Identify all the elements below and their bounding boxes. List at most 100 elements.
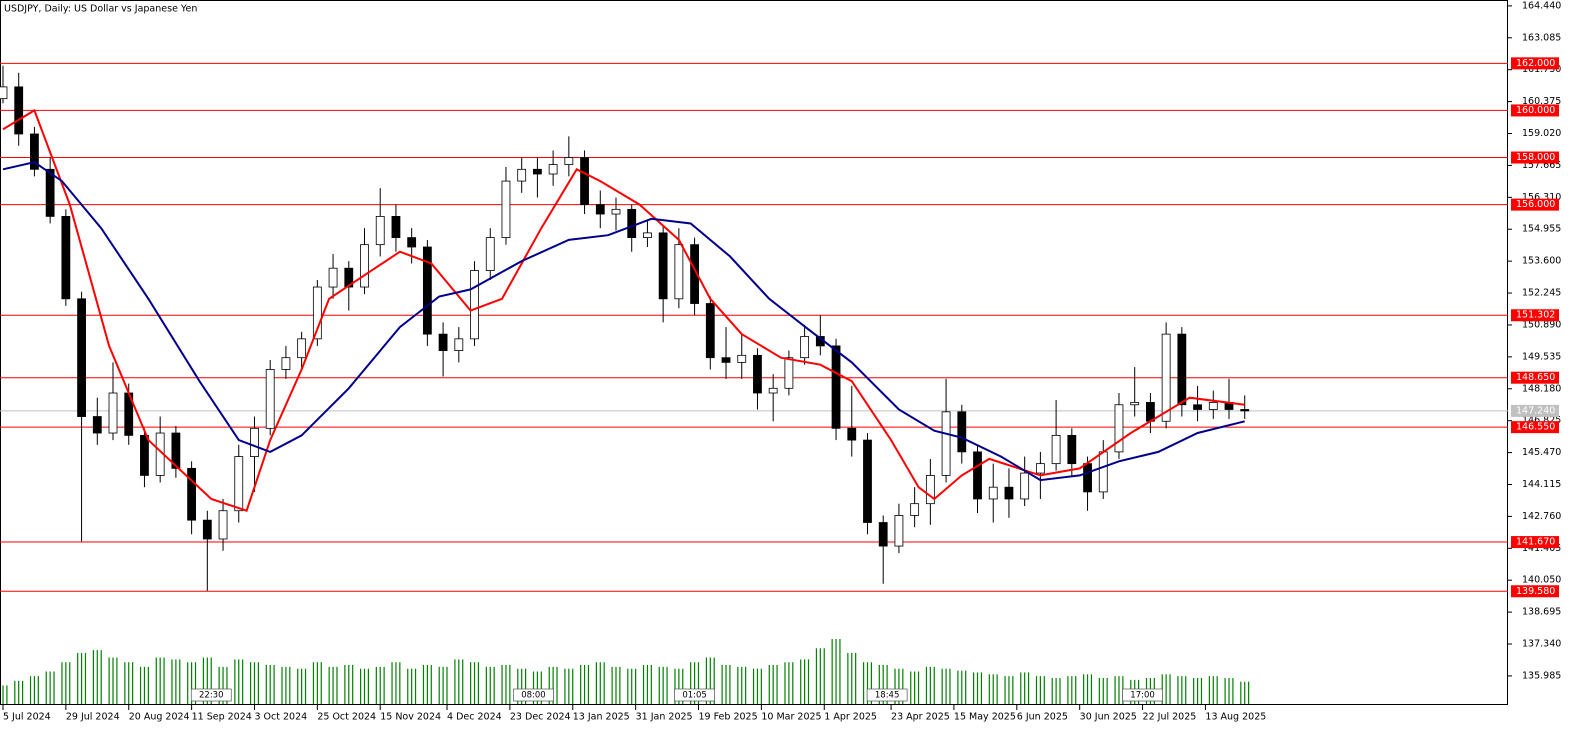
candle-body [108, 392, 118, 434]
x-tick-label: 10 Mar 2025 [761, 712, 821, 723]
candle-body [595, 204, 605, 215]
candle-body [391, 215, 401, 238]
candle-body [470, 270, 479, 340]
candle-body [1067, 434, 1077, 465]
session-mark-box [674, 688, 715, 702]
candle-body [517, 168, 527, 182]
candle-body [61, 215, 71, 300]
candle-body [297, 338, 307, 359]
candle-body [674, 244, 684, 300]
session-mark-box [513, 688, 554, 702]
x-tick-label: 30 Jun 2025 [1080, 712, 1137, 723]
session-mark: 01:05 [682, 691, 707, 701]
session-mark-box [866, 688, 908, 702]
candle-body [1114, 404, 1124, 453]
candle-body [1193, 404, 1202, 410]
x-tick-label: 31 Jan 2025 [636, 712, 693, 723]
candle-body [548, 164, 558, 175]
x-tick-label: 23 Dec 2024 [510, 712, 571, 723]
candle-body [1098, 451, 1108, 493]
candle-body [218, 510, 228, 540]
candle-body [375, 215, 385, 246]
session-mark: 18:45 [875, 691, 900, 701]
candle-body [1035, 463, 1045, 474]
level-label-box [1511, 198, 1559, 211]
candle-body [281, 357, 291, 370]
candle-body [878, 522, 888, 547]
candle-body [454, 338, 464, 352]
session-mark-box [1122, 688, 1163, 702]
candle-body [658, 232, 668, 300]
candle-body [1083, 463, 1092, 493]
session-mark-box [190, 688, 232, 702]
y-tick-label: 154.955 [1522, 224, 1561, 235]
level-label-box [1511, 309, 1559, 322]
y-tick-label: 152.245 [1522, 288, 1561, 299]
moving-average [2, 161, 1245, 482]
session-mark: 08:00 [521, 691, 546, 701]
y-tick-label: 148.180 [1522, 383, 1561, 394]
candle-body [533, 168, 542, 175]
level-label: 146.550 [1516, 422, 1555, 433]
y-tick-label: 153.600 [1522, 256, 1561, 267]
x-tick-label: 22 Jul 2025 [1143, 712, 1197, 723]
candle-body [1020, 472, 1030, 500]
level-label-box [1511, 371, 1559, 384]
y-tick-label: 161.730 [1522, 64, 1561, 75]
y-tick-label: 144.115 [1522, 479, 1561, 490]
candle-body [45, 168, 55, 217]
candle-body [564, 157, 574, 165]
x-tick-label: 20 Aug 2024 [129, 712, 190, 723]
level-label-box [1511, 104, 1559, 117]
chart-title: USDJPY, Daily: US Dollar vs Japanese Yen [4, 4, 197, 15]
candle-body [328, 267, 338, 288]
session-mark: 17:00 [1130, 691, 1155, 701]
candle-body [485, 237, 495, 271]
x-tick-label: 6 Jun 2025 [1017, 712, 1068, 723]
candle-body [705, 303, 715, 359]
candle-body [894, 515, 904, 547]
level-label-box [1511, 151, 1559, 164]
candle-body [1161, 333, 1171, 422]
candle-body [14, 86, 24, 135]
candle-body [910, 503, 920, 516]
level-label: 139.580 [1516, 586, 1555, 597]
y-tick-label: 163.085 [1522, 32, 1561, 43]
candle-body [360, 244, 369, 288]
current-price-box [1511, 404, 1559, 417]
candle-body [438, 333, 448, 352]
x-tick-label: 19 Feb 2025 [699, 712, 758, 723]
y-tick-label: 159.020 [1522, 128, 1561, 139]
y-tick-label: 137.340 [1522, 639, 1561, 650]
x-tick-label: 13 Aug 2025 [1205, 712, 1266, 723]
candle-body [312, 286, 322, 340]
candle-body [737, 354, 747, 363]
candle-body [140, 434, 149, 476]
candle-body [611, 208, 621, 215]
candle-body [344, 267, 354, 288]
x-tick-label: 5 Jul 2024 [3, 712, 51, 723]
candle-body [77, 298, 86, 417]
y-tick-label: 138.695 [1522, 607, 1561, 618]
level-label: 156.000 [1516, 199, 1555, 210]
candle-body [1004, 486, 1014, 500]
candle-body [941, 411, 951, 476]
candle-body [863, 439, 872, 523]
level-label-box [1511, 536, 1559, 549]
y-tick-label: 145.470 [1522, 447, 1561, 458]
level-label-box [1511, 421, 1559, 434]
level-label-box [1511, 585, 1559, 598]
candle-body [1177, 333, 1187, 406]
candle-body [580, 157, 589, 206]
level-label: 158.000 [1516, 152, 1555, 163]
plot-frame [0, 0, 1508, 705]
candle-body [973, 451, 982, 500]
x-tick-label: 4 Dec 2024 [447, 712, 502, 723]
level-label: 141.670 [1516, 537, 1555, 548]
candle-body [753, 354, 762, 394]
candle-body [988, 486, 998, 500]
candle-body [1051, 434, 1061, 465]
y-tick-label: 157.665 [1522, 160, 1561, 171]
